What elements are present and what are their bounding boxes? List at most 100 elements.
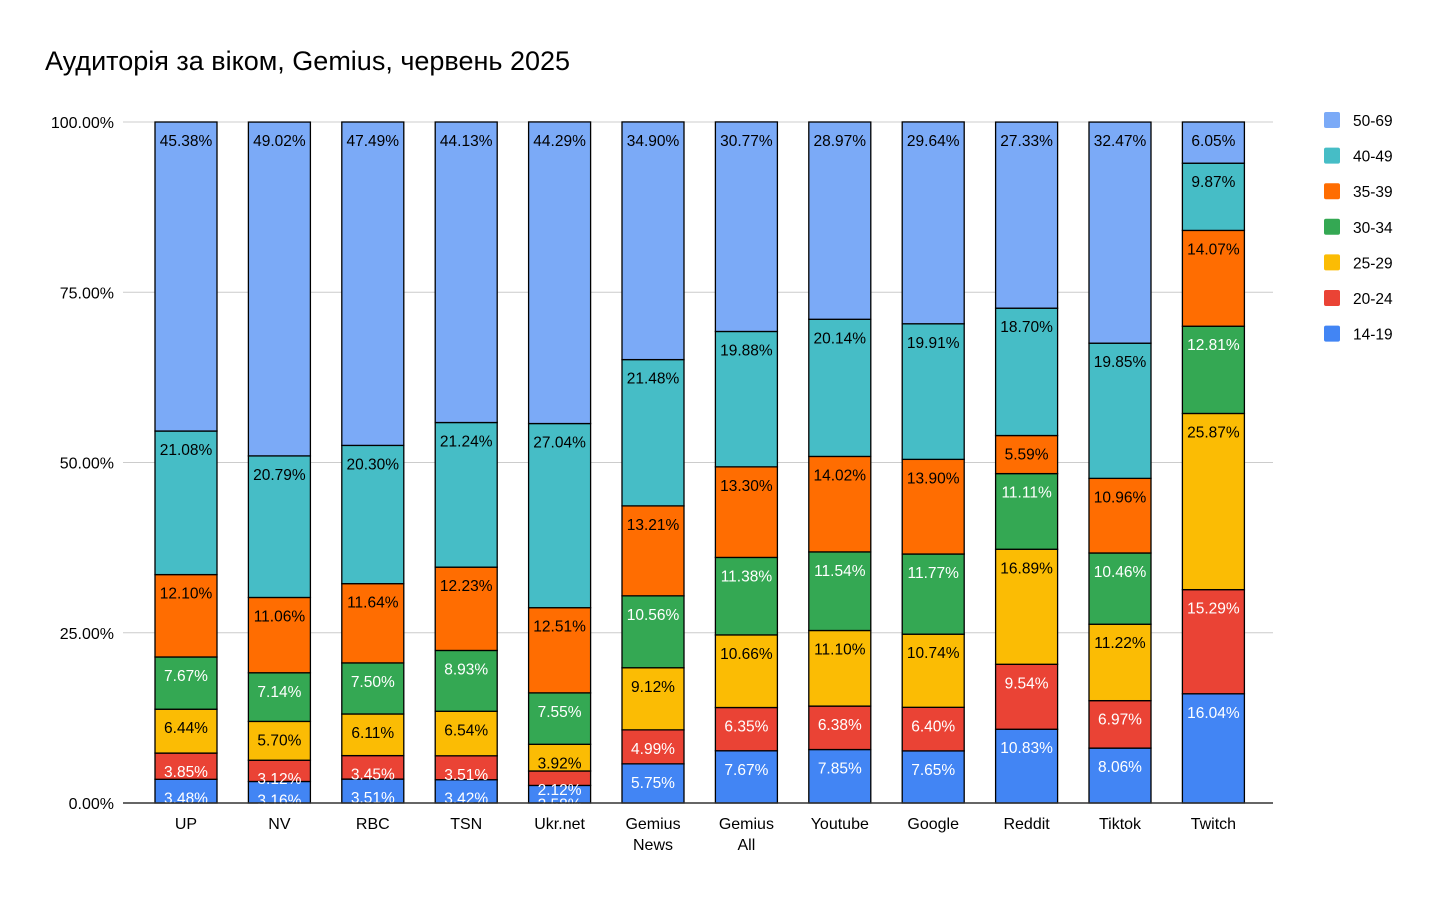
- data-label: 27.04%: [533, 435, 586, 452]
- x-tick-label: NV: [268, 816, 291, 833]
- data-label: 18.70%: [1000, 319, 1053, 336]
- data-label: 12.23%: [440, 578, 493, 595]
- bar-segment: [434, 649, 498, 712]
- x-tick-label: Reddit: [1003, 816, 1050, 833]
- bar-segment: [341, 582, 405, 664]
- bar-segment: [901, 553, 965, 635]
- bar-segment: [994, 121, 1059, 309]
- legend-label: 25-29: [1353, 255, 1393, 272]
- bar-segment: [527, 607, 592, 694]
- bar-segment: [1181, 325, 1246, 415]
- data-label: 6.05%: [1191, 133, 1235, 150]
- legend: 50-69 40-49 35-39 30-34 25-29 20-24 14-19: [1324, 112, 1393, 344]
- data-label: 25.87%: [1187, 424, 1240, 441]
- x-tick-label: Youtube: [811, 816, 869, 833]
- bar-segment: [1088, 121, 1152, 344]
- bar-segment: [1181, 229, 1246, 327]
- data-label: 3.51%: [351, 790, 395, 807]
- data-label: 6.54%: [444, 722, 488, 739]
- data-label: 6.97%: [1098, 712, 1142, 729]
- legend-swatch: [1324, 290, 1340, 306]
- data-label: 44.13%: [440, 133, 493, 150]
- bar-segment: [901, 121, 965, 325]
- data-label: 19.85%: [1094, 354, 1147, 371]
- bar-segment: [994, 307, 1059, 437]
- x-tick-label: RBC: [356, 816, 390, 833]
- bar-segment: [154, 121, 218, 432]
- data-label: 10.96%: [1094, 489, 1147, 506]
- bar-segment: [994, 434, 1059, 475]
- x-tick-label: TSN: [450, 816, 482, 833]
- data-label: 10.74%: [907, 645, 960, 662]
- bar-segment: [808, 705, 872, 751]
- x-tick-label: Tiktok: [1099, 816, 1142, 833]
- bar-segment: [341, 444, 405, 585]
- x-tick-label: Gemius: [625, 816, 680, 833]
- axes: 0.00% 25.00% 50.00% 75.00% 100.00% UP NV RBC TSN…: [51, 115, 1273, 854]
- bar-segment: [154, 430, 218, 576]
- data-label: 7.67%: [724, 762, 768, 779]
- bar-segment: [434, 566, 498, 652]
- bar-segment: [714, 466, 779, 559]
- data-label: 6.44%: [164, 720, 208, 737]
- bar-segment: [434, 421, 498, 568]
- data-label: 11.11%: [1001, 485, 1051, 502]
- bar-segment: [901, 706, 965, 752]
- data-label: 13.21%: [627, 517, 680, 534]
- data-label: 49.02%: [253, 133, 306, 150]
- data-label: 27.33%: [1000, 133, 1053, 150]
- data-label: 7.65%: [911, 762, 955, 779]
- data-label: 16.04%: [1187, 705, 1240, 722]
- data-label: 29.64%: [907, 133, 960, 150]
- bar-segment: [901, 458, 965, 555]
- bar-segment: [714, 706, 779, 752]
- data-label: 11.06%: [254, 608, 306, 625]
- data-label: 13.30%: [720, 478, 773, 495]
- data-label: 3.16%: [257, 792, 301, 809]
- bar-segment: [527, 422, 592, 609]
- data-label: 7.67%: [164, 668, 208, 685]
- bar-segment: [714, 121, 779, 333]
- bars: 3.48% 3.85% 6.44% 7.67% 12.10% 21.08% 45.38% 3.…: [154, 121, 1246, 813]
- bar-segment: [901, 633, 965, 708]
- data-label: 11.10%: [814, 642, 866, 659]
- bar-segment: [434, 710, 498, 757]
- legend-label: 35-39: [1353, 184, 1393, 201]
- data-label: 10.46%: [1094, 564, 1147, 581]
- data-label: 11.54%: [814, 563, 866, 580]
- x-tick-label: Gemius: [719, 816, 774, 833]
- data-label: 32.47%: [1094, 133, 1147, 150]
- data-label: 14.07%: [1187, 241, 1240, 258]
- data-label: 45.38%: [160, 133, 213, 150]
- x-tick-label: Google: [907, 816, 959, 833]
- bar-segment: [621, 121, 685, 361]
- data-label: 19.91%: [907, 335, 960, 352]
- data-label: 44.29%: [533, 133, 586, 150]
- data-label: 20.14%: [814, 330, 867, 347]
- legend-label: 14-19: [1353, 327, 1393, 344]
- bar-segment: [1088, 623, 1152, 702]
- bar-segment: [621, 505, 685, 597]
- legend-swatch: [1324, 112, 1340, 128]
- data-label: 11.22%: [1094, 635, 1146, 652]
- x-tick-label: Twitch: [1191, 816, 1236, 833]
- x-tick-label: News: [633, 837, 673, 854]
- x-tick-label: Ukr.net: [534, 816, 585, 833]
- y-tick-label: 0.00%: [69, 796, 114, 813]
- data-label: 19.88%: [720, 342, 773, 359]
- bar-segment: [247, 121, 312, 457]
- data-label: 11.38%: [721, 568, 773, 585]
- data-label: 3.42%: [444, 791, 488, 808]
- data-label: 8.06%: [1098, 759, 1142, 776]
- data-label: 13.90%: [907, 470, 960, 487]
- bar-segment: [994, 663, 1059, 730]
- data-label: 5.59%: [1005, 447, 1049, 464]
- bar-segment: [808, 318, 872, 458]
- bar-segment: [808, 121, 872, 320]
- data-label: 21.08%: [160, 442, 213, 459]
- data-label: 11.64%: [347, 595, 399, 612]
- x-tick-label: UP: [175, 816, 197, 833]
- bar-segment: [994, 548, 1059, 665]
- data-label: 2.58%: [538, 796, 582, 813]
- bar-segment: [154, 573, 218, 658]
